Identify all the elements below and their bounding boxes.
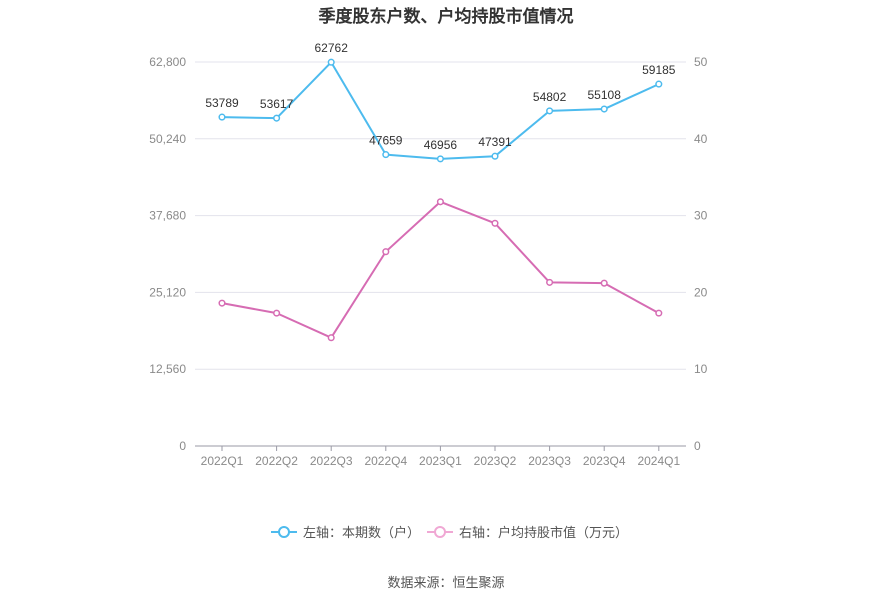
x-axis-tick-label: 2022Q1 bbox=[201, 454, 244, 468]
data-point-right[interactable] bbox=[655, 309, 663, 317]
legend-marker-right bbox=[434, 526, 446, 538]
x-axis-tick-label: 2024Q1 bbox=[637, 454, 680, 468]
data-point-right[interactable] bbox=[382, 248, 390, 256]
data-point-left[interactable] bbox=[218, 113, 226, 121]
x-axis-tick-label: 2022Q2 bbox=[255, 454, 298, 468]
x-axis-tick-label: 2023Q4 bbox=[583, 454, 626, 468]
legend-item-right[interactable]: 右轴：户均持股市值（万元） bbox=[427, 525, 628, 540]
legend-item-left[interactable]: 左轴：本期数（户） bbox=[271, 525, 420, 540]
x-axis-tick-label: 2023Q2 bbox=[474, 454, 517, 468]
right-axis-tick-label: 30 bbox=[694, 209, 708, 223]
x-axis-tick-label: 2022Q4 bbox=[364, 454, 407, 468]
data-point-right[interactable] bbox=[218, 299, 226, 307]
data-point-left[interactable] bbox=[327, 58, 335, 66]
right-axis-tick-label: 0 bbox=[694, 439, 701, 453]
data-label: 54802 bbox=[533, 90, 567, 104]
data-point-left[interactable] bbox=[546, 107, 554, 115]
data-point-left[interactable] bbox=[382, 151, 390, 159]
data-point-right[interactable] bbox=[273, 309, 281, 317]
legend-label-left: 左轴：本期数（户） bbox=[303, 525, 420, 540]
data-label: 47659 bbox=[369, 134, 403, 148]
legend-marker-left bbox=[278, 526, 290, 538]
left-axis-tick-label: 0 bbox=[179, 439, 186, 453]
legend-label-right: 右轴：户均持股市值（万元） bbox=[459, 525, 628, 540]
left-axis-tick-label: 12,560 bbox=[149, 362, 186, 376]
data-point-right[interactable] bbox=[600, 279, 608, 287]
x-axis-tick-label: 2023Q3 bbox=[528, 454, 571, 468]
right-axis-tick-label: 20 bbox=[694, 285, 708, 299]
data-label: 46956 bbox=[424, 138, 458, 152]
data-label: 53789 bbox=[205, 96, 239, 110]
x-axis-tick-label: 2022Q3 bbox=[310, 454, 353, 468]
left-axis-tick-label: 62,800 bbox=[149, 55, 186, 69]
data-point-right[interactable] bbox=[546, 278, 554, 286]
left-axis-tick-label: 25,120 bbox=[149, 285, 186, 299]
source-note: 数据来源：恒生聚源 bbox=[387, 575, 504, 590]
data-point-left[interactable] bbox=[600, 105, 608, 113]
chart-title: 季度股东户数、户均持股市值情况 bbox=[319, 6, 574, 26]
axis-layer: 0 0 12,560 10 25,120 20 37,680 30 50,240 40 62,800… bbox=[149, 55, 707, 468]
data-label: 55108 bbox=[588, 88, 622, 102]
grid-layer bbox=[195, 61, 686, 370]
label-layer: 53789 53617 62762 47659 46956 47391 54802 55108… bbox=[205, 41, 675, 152]
legend: 左轴：本期数（户） 右轴：户均持股市值（万元） bbox=[271, 525, 628, 540]
left-axis-tick-label: 50,240 bbox=[149, 132, 186, 146]
data-label: 47391 bbox=[478, 135, 512, 149]
right-axis-tick-label: 50 bbox=[694, 55, 708, 69]
series-layer bbox=[218, 58, 663, 342]
series-line-right bbox=[221, 200, 660, 339]
data-point-right[interactable] bbox=[436, 198, 444, 206]
data-point-left[interactable] bbox=[436, 155, 444, 163]
data-label: 62762 bbox=[315, 41, 349, 55]
data-point-left[interactable] bbox=[491, 152, 499, 160]
data-point-left[interactable] bbox=[655, 80, 663, 88]
data-label: 53617 bbox=[260, 97, 294, 111]
left-axis-tick-label: 37,680 bbox=[149, 209, 186, 223]
data-point-right[interactable] bbox=[491, 219, 499, 227]
x-axis-tick-label: 2023Q1 bbox=[419, 454, 462, 468]
right-axis-tick-label: 10 bbox=[694, 362, 708, 376]
data-label: 59185 bbox=[642, 63, 676, 77]
data-point-right[interactable] bbox=[327, 334, 335, 342]
right-axis-tick-label: 40 bbox=[694, 132, 708, 146]
data-point-left[interactable] bbox=[273, 114, 281, 122]
